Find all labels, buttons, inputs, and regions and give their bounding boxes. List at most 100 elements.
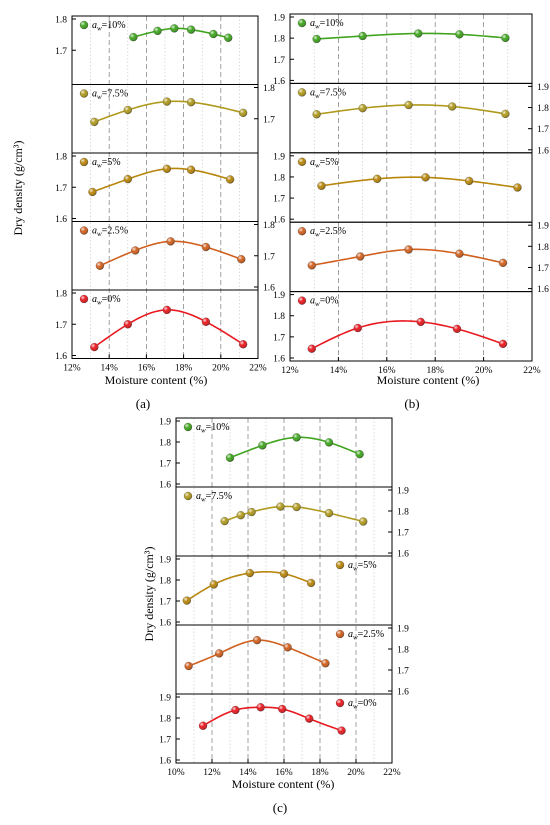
x-tick-label: 14% xyxy=(330,366,348,376)
data-point-shade xyxy=(355,450,364,459)
x-tick-label: 14% xyxy=(239,768,257,778)
y-tick-label: 1.8 xyxy=(537,104,549,114)
data-point-shade xyxy=(280,569,288,578)
data-point-shade xyxy=(237,255,246,264)
data-point-shade xyxy=(245,569,254,578)
data-point-shade xyxy=(153,26,162,35)
y-tick-label: 1.8 xyxy=(55,153,67,163)
panel: 1.6 1.7 1.8 1.9 aw=2.5% xyxy=(289,221,549,295)
y-tick-label: 1.8 xyxy=(273,173,285,183)
chart-c-caption: (c) xyxy=(273,800,287,815)
legend-marker-shade xyxy=(80,21,88,29)
fit-curve xyxy=(321,176,518,189)
legend-label: aw=7.5% xyxy=(196,491,232,504)
data-point-shade xyxy=(312,110,321,119)
data-point-shade xyxy=(201,243,210,251)
panel: 1.6 1.7 1.8 1.9 aw=2.5% xyxy=(175,624,409,698)
legend-marker-shade xyxy=(336,699,344,707)
x-tick-label: 22% xyxy=(249,364,267,374)
data-point-shade xyxy=(465,176,474,185)
legend-label: aw=5% xyxy=(348,560,377,573)
data-point-shade xyxy=(337,726,346,735)
fit-curve xyxy=(92,167,231,193)
fit-curve xyxy=(202,706,342,732)
data-point-shade xyxy=(90,117,99,126)
legend-marker-shade xyxy=(298,157,306,166)
x-tick-label: 22% xyxy=(523,366,541,376)
y-tick-label: 1.7 xyxy=(397,667,409,677)
data-point-shade xyxy=(224,33,233,42)
data-point-shade xyxy=(226,453,234,462)
y-tick-label: 1.8 xyxy=(263,84,275,94)
data-point-shade xyxy=(455,30,464,39)
legend-marker-shade xyxy=(298,296,306,305)
y-tick-label: 1.7 xyxy=(159,598,171,608)
legend-marker-shade xyxy=(80,295,88,303)
data-point-shade xyxy=(305,714,314,723)
data-point-shade xyxy=(258,441,267,450)
legend-label: aw=0% xyxy=(310,296,339,309)
legend-label: aw=10% xyxy=(196,422,230,435)
chart-a: Dry density (g/cm³) Moisture content (%)… xyxy=(11,15,275,411)
data-point-shade xyxy=(321,659,330,668)
data-point-shade xyxy=(278,704,287,713)
data-point-shade xyxy=(404,100,413,109)
chart-a-xlabel: Moisture content (%) xyxy=(105,373,208,387)
legend-marker-shade xyxy=(298,19,306,27)
data-point-shade xyxy=(307,344,316,353)
panel: 1.7 1.8 aw=7.5% xyxy=(71,84,275,154)
legend-label: aw=2.5% xyxy=(92,226,128,239)
data-point-shade xyxy=(358,104,367,113)
data-point-shade xyxy=(187,165,196,174)
data-point-shade xyxy=(292,433,301,442)
legend-marker-shade xyxy=(184,423,192,431)
legend-marker-shade xyxy=(298,88,306,97)
y-tick-label: 1.6 xyxy=(263,284,275,294)
y-tick-label: 1.7 xyxy=(55,321,67,331)
data-point-shade xyxy=(448,102,457,111)
y-tick-label: 1.6 xyxy=(537,146,549,156)
y-tick-label: 1.6 xyxy=(397,550,409,560)
chart-b-caption: (b) xyxy=(404,396,419,411)
y-tick-label: 1.9 xyxy=(273,14,285,24)
data-point-shade xyxy=(123,320,132,329)
legend-marker-shade xyxy=(80,89,88,98)
legend-label: aw=10% xyxy=(92,20,126,33)
data-point-shade xyxy=(513,183,522,192)
x-tick-label: 20% xyxy=(347,768,365,778)
y-tick-label: 1.7 xyxy=(273,195,285,205)
data-point-shade xyxy=(356,252,365,261)
legend-label: aw=0% xyxy=(348,698,377,711)
legend-label: aw=5% xyxy=(92,157,121,170)
legend-label: aw=10% xyxy=(310,18,344,31)
chart-c-xlabel: Moisture content (%) xyxy=(232,777,335,791)
data-point-shade xyxy=(452,324,461,333)
data-point-shade xyxy=(187,98,196,107)
legend-label: aw=7.5% xyxy=(310,87,346,100)
data-point-shade xyxy=(283,643,292,652)
y-tick-label: 1.6 xyxy=(273,355,285,365)
y-tick-label: 1.6 xyxy=(397,688,409,698)
x-tick-label: 18% xyxy=(426,366,444,376)
data-point-shade xyxy=(292,503,301,512)
panel: 1.6 1.7 1.8 1.9 aw=5% xyxy=(273,152,533,226)
data-point-shade xyxy=(404,245,413,254)
y-tick-label: 1.9 xyxy=(537,222,549,232)
data-point-shade xyxy=(276,502,285,511)
x-tick-label: 12% xyxy=(281,366,299,376)
y-tick-label: 1.9 xyxy=(159,694,171,704)
data-point-shade xyxy=(501,109,510,118)
y-tick-label: 1.7 xyxy=(263,115,275,125)
y-tick-label: 1.7 xyxy=(55,47,67,57)
legend-label: aw=2.5% xyxy=(348,629,384,642)
fit-curve xyxy=(316,32,506,40)
chart-c: Dry density (g/cm³) Moisture content (%)… xyxy=(142,417,409,815)
x-tick-label: 10% xyxy=(167,768,185,778)
y-tick-label: 1.8 xyxy=(397,508,409,518)
fit-curve xyxy=(311,320,504,350)
data-point-shade xyxy=(239,340,248,349)
y-tick-label: 1.8 xyxy=(159,715,171,725)
x-tick-label: 16% xyxy=(138,364,156,374)
